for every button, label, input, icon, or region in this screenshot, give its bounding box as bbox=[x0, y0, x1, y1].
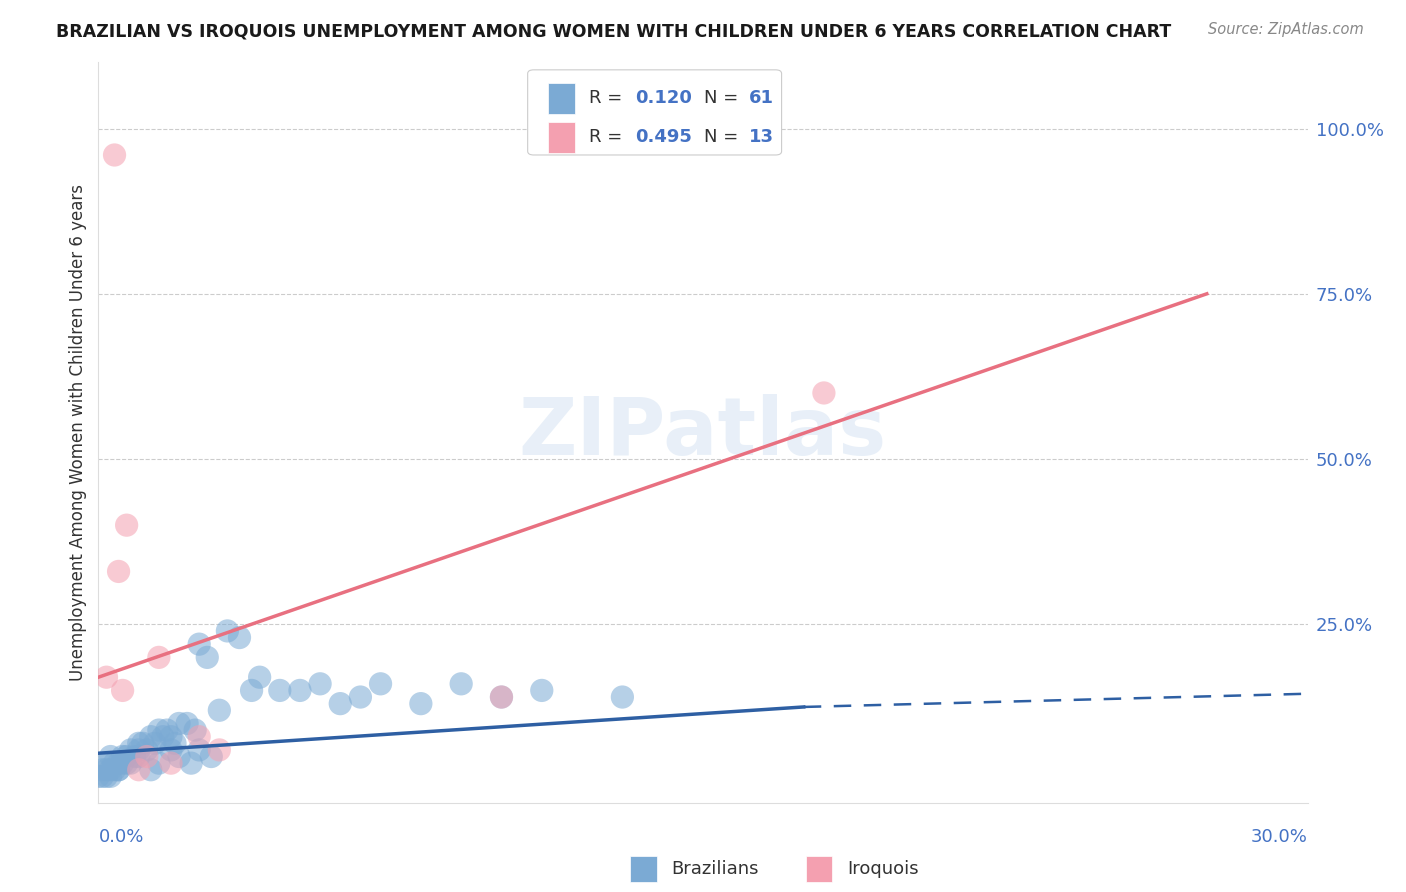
Text: N =: N = bbox=[704, 128, 744, 146]
Point bbox=[139, 730, 162, 744]
Point bbox=[148, 756, 170, 771]
Point bbox=[100, 749, 122, 764]
Point bbox=[139, 763, 162, 777]
Point bbox=[152, 730, 174, 744]
Point bbox=[107, 763, 129, 777]
FancyBboxPatch shape bbox=[527, 70, 782, 155]
Point bbox=[103, 148, 125, 162]
Point bbox=[115, 518, 138, 533]
Point bbox=[491, 690, 513, 704]
Text: 0.495: 0.495 bbox=[636, 128, 692, 146]
Point bbox=[96, 769, 118, 783]
Text: Iroquois: Iroquois bbox=[846, 861, 918, 879]
Text: 13: 13 bbox=[749, 128, 773, 146]
Point bbox=[176, 716, 198, 731]
FancyBboxPatch shape bbox=[806, 856, 832, 882]
Point bbox=[91, 763, 114, 777]
Text: 0.120: 0.120 bbox=[636, 89, 692, 107]
Text: BRAZILIAN VS IROQUOIS UNEMPLOYMENT AMONG WOMEN WITH CHILDREN UNDER 6 YEARS CORRE: BRAZILIAN VS IROQUOIS UNEMPLOYMENT AMONG… bbox=[56, 22, 1171, 40]
Point bbox=[160, 756, 183, 771]
Point bbox=[269, 683, 291, 698]
Point bbox=[128, 749, 150, 764]
Point bbox=[103, 756, 125, 771]
Point bbox=[208, 743, 231, 757]
Text: Brazilians: Brazilians bbox=[672, 861, 759, 879]
Point bbox=[180, 756, 202, 771]
Point bbox=[184, 723, 207, 737]
Point bbox=[107, 763, 129, 777]
Point bbox=[128, 763, 150, 777]
Point bbox=[96, 756, 118, 771]
Point bbox=[135, 743, 157, 757]
Text: N =: N = bbox=[704, 89, 744, 107]
Point bbox=[240, 683, 263, 698]
Point bbox=[111, 756, 134, 771]
Y-axis label: Unemployment Among Women with Children Under 6 years: Unemployment Among Women with Children U… bbox=[69, 184, 87, 681]
Point bbox=[128, 743, 150, 757]
Point bbox=[115, 756, 138, 771]
Point bbox=[249, 670, 271, 684]
Point bbox=[208, 703, 231, 717]
Point bbox=[188, 730, 211, 744]
Point bbox=[167, 716, 190, 731]
Point bbox=[107, 565, 129, 579]
Point bbox=[288, 683, 311, 698]
Point bbox=[217, 624, 239, 638]
Point bbox=[128, 736, 150, 750]
Point bbox=[491, 690, 513, 704]
Point bbox=[124, 749, 146, 764]
FancyBboxPatch shape bbox=[548, 121, 575, 153]
Point bbox=[167, 749, 190, 764]
Point bbox=[100, 769, 122, 783]
Point bbox=[349, 690, 371, 704]
Point bbox=[91, 769, 114, 783]
Point bbox=[96, 763, 118, 777]
Point bbox=[96, 670, 118, 684]
Text: R =: R = bbox=[589, 128, 628, 146]
Point bbox=[132, 736, 155, 750]
Point bbox=[120, 743, 142, 757]
Point bbox=[111, 749, 134, 764]
Point bbox=[200, 749, 222, 764]
Point bbox=[111, 683, 134, 698]
Point bbox=[329, 697, 352, 711]
Point bbox=[100, 763, 122, 777]
Point bbox=[450, 677, 472, 691]
Point bbox=[530, 683, 553, 698]
Text: R =: R = bbox=[589, 89, 628, 107]
Point bbox=[160, 743, 183, 757]
Point bbox=[409, 697, 432, 711]
Point bbox=[143, 736, 166, 750]
Point bbox=[107, 756, 129, 771]
Point bbox=[115, 749, 138, 764]
Point bbox=[148, 723, 170, 737]
Point bbox=[135, 749, 157, 764]
Point bbox=[188, 637, 211, 651]
FancyBboxPatch shape bbox=[630, 856, 657, 882]
Text: Source: ZipAtlas.com: Source: ZipAtlas.com bbox=[1208, 22, 1364, 37]
Point bbox=[188, 743, 211, 757]
Point bbox=[195, 650, 218, 665]
Point bbox=[309, 677, 332, 691]
Text: 61: 61 bbox=[749, 89, 773, 107]
Point bbox=[612, 690, 634, 704]
Point bbox=[120, 756, 142, 771]
Text: 30.0%: 30.0% bbox=[1251, 829, 1308, 847]
Point bbox=[163, 736, 186, 750]
Point bbox=[87, 769, 110, 783]
FancyBboxPatch shape bbox=[548, 83, 575, 114]
Point bbox=[160, 730, 183, 744]
Text: ZIPatlas: ZIPatlas bbox=[519, 393, 887, 472]
Point bbox=[370, 677, 392, 691]
Point bbox=[148, 650, 170, 665]
Point bbox=[228, 631, 250, 645]
Point bbox=[156, 723, 179, 737]
Text: 0.0%: 0.0% bbox=[98, 829, 143, 847]
Point bbox=[813, 386, 835, 401]
Point bbox=[103, 763, 125, 777]
